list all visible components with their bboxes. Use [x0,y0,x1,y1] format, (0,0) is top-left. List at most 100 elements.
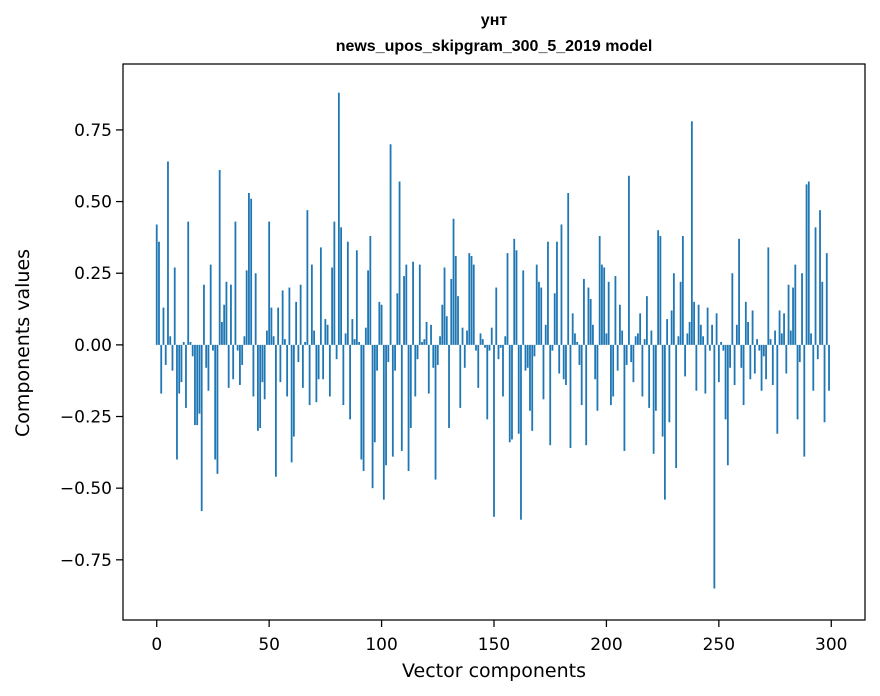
bar [670,310,673,345]
bar [306,210,309,345]
bar [346,241,349,345]
bar [506,253,509,345]
bar [702,336,705,345]
bar [275,344,277,477]
x-tick-label: 0 [151,635,162,655]
bar [171,344,174,371]
bar [807,181,810,345]
bar [391,344,394,457]
bar [632,344,635,383]
bar [547,241,549,345]
bar [753,344,756,374]
bar [409,344,412,428]
bar [637,333,639,345]
bar [634,336,637,345]
bar [405,264,408,345]
bar [762,344,765,357]
bar [517,344,520,434]
bar [538,281,540,345]
bar [430,324,432,345]
bar [511,344,513,440]
bar [646,296,648,345]
bar [423,339,426,345]
bar [805,184,808,345]
bar [565,344,567,385]
bar [524,344,527,371]
bar [277,307,280,345]
bar [221,321,223,345]
bar [382,344,385,500]
bar [659,235,662,345]
bar [335,344,338,360]
bar [663,344,666,500]
bar [562,344,565,380]
bar [380,304,383,345]
bar [499,344,502,348]
bar [349,344,351,420]
bar [331,267,334,345]
bar [160,344,163,394]
bar [227,344,230,388]
bar [526,344,529,368]
bar [414,344,417,397]
bar [668,344,671,423]
bar [675,344,678,469]
bar [292,344,295,437]
bar [490,327,493,345]
bar [257,344,259,431]
bar [542,344,545,400]
bar [182,342,185,345]
bar-series [155,92,830,589]
bar [504,336,507,345]
y-tick-label: 0.00 [74,336,112,356]
bar [187,221,190,345]
bar [648,344,651,408]
bar [400,344,403,451]
bar [610,344,612,406]
bar [749,344,752,380]
bar [571,313,574,345]
bar [720,342,722,345]
bar [533,344,536,357]
bar [765,344,767,380]
bar [266,330,268,345]
bar [578,344,581,365]
bar [369,235,372,345]
y-tick-label: −0.25 [60,408,112,428]
bar [223,304,226,345]
y-tick-label: −0.50 [60,479,112,499]
bar [553,293,556,345]
bar [232,344,235,380]
bar [319,247,322,345]
bar [243,336,246,345]
bar [783,313,785,345]
bar [594,344,597,380]
bar [353,339,356,345]
bar [549,344,552,446]
bar [432,344,435,368]
bar [612,344,615,397]
bar [576,342,579,345]
bar [216,344,219,474]
bar [328,344,331,397]
bar [418,264,421,345]
bar [376,344,378,371]
bar [178,344,181,394]
bar [191,344,194,357]
bar [250,198,253,345]
bar [724,344,727,420]
bar [270,307,273,345]
bar [301,344,304,388]
bar [389,144,392,345]
bar [326,324,329,345]
bar [158,241,160,345]
bar [200,344,203,512]
bar [416,344,419,360]
bar [281,290,284,345]
bar [486,344,489,420]
bar [812,344,815,391]
bar [699,324,702,345]
bar [583,278,585,345]
bar [164,344,167,365]
bar [373,344,376,443]
